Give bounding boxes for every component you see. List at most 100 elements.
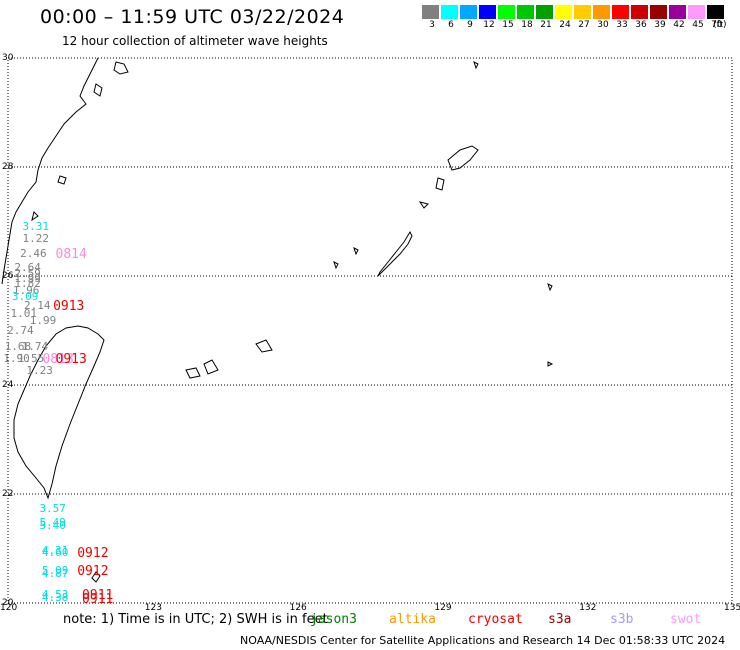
lon-tick-label: 135 bbox=[724, 603, 740, 613]
colorbar-tick-label: 15 bbox=[502, 20, 514, 30]
wave-height-label: 1.68 bbox=[4, 339, 32, 353]
mission-label: swot bbox=[670, 612, 702, 627]
china-island bbox=[57, 175, 67, 185]
wave-height-label: 2.46 bbox=[20, 247, 47, 261]
islet bbox=[333, 261, 339, 270]
wave-height-label: 2.64 bbox=[14, 260, 41, 274]
map-frame bbox=[7, 57, 733, 604]
china-island bbox=[113, 61, 129, 75]
colorbar-tick-label: 27 bbox=[578, 20, 590, 30]
wave-height-label: 1.99 bbox=[14, 271, 41, 285]
map-note: note: 1) Time is in UTC; 2) SWH is in fe… bbox=[63, 612, 328, 627]
wave-height-label: 3.09 bbox=[11, 289, 39, 303]
china-island bbox=[93, 83, 103, 97]
iriomote-island bbox=[185, 367, 201, 379]
lat-tick-label: 30 bbox=[2, 53, 14, 63]
mission-label: s3b bbox=[610, 612, 634, 627]
wave-height-label: 2.14 bbox=[23, 298, 51, 312]
colorbar-swatch bbox=[669, 5, 686, 19]
wave-height-label: 4.31 bbox=[41, 543, 69, 557]
colorbar-swatch bbox=[631, 5, 648, 19]
colorbar-tick-label: 42 bbox=[673, 20, 685, 30]
lat-tick-label: 28 bbox=[2, 162, 14, 172]
wave-height-label: 0912 bbox=[77, 546, 109, 562]
islet bbox=[353, 247, 359, 256]
islet bbox=[91, 571, 101, 583]
lon-tick-label: 132 bbox=[579, 603, 597, 613]
lat-tick-label: 20 bbox=[2, 598, 14, 608]
colorbar-swatch bbox=[479, 5, 496, 19]
wave-height-label: 1.01 bbox=[10, 307, 37, 321]
colorbar-swatch bbox=[574, 5, 591, 19]
wave-height-label: 4.60 bbox=[41, 546, 69, 560]
ishigaki-island bbox=[203, 359, 219, 375]
wave-height-label: 3.57 bbox=[39, 501, 66, 515]
lat-tick-label: 26 bbox=[2, 271, 14, 281]
wave-height-label: 0911 bbox=[82, 587, 114, 603]
lat-tick-label: 24 bbox=[2, 380, 14, 390]
map-footer: NOAA/NESDIS Center for Satellite Applica… bbox=[240, 634, 726, 647]
wave-height-label: 0913 bbox=[53, 298, 85, 314]
colorbar-tick-label: 39 bbox=[654, 20, 666, 30]
colorbar-swatch bbox=[422, 5, 439, 19]
wave-height-label: 5.40 bbox=[39, 518, 66, 532]
lat-tick-label: 22 bbox=[2, 489, 14, 499]
tokuno-island bbox=[435, 177, 445, 191]
wave-height-label: 0813 bbox=[42, 352, 74, 368]
lon-tick-label: 123 bbox=[144, 603, 162, 613]
map-title: 00:00 – 11:59 UTC 03/22/2024 bbox=[40, 6, 345, 28]
wave-height-label: 3.31 bbox=[22, 219, 50, 233]
colorbar-unit: (ft) bbox=[713, 20, 727, 30]
wave-height-label: 1.99 bbox=[29, 314, 57, 328]
wave-height-label: 0913 bbox=[55, 352, 87, 368]
wave-height-label: 0912 bbox=[77, 564, 109, 580]
islet bbox=[547, 361, 554, 367]
amami-island bbox=[447, 145, 479, 171]
mission-label: altika bbox=[389, 612, 436, 627]
china-island bbox=[31, 211, 39, 222]
colorbar-tick-label: 36 bbox=[635, 20, 647, 30]
china-coastline bbox=[1, 57, 99, 285]
colorbar-swatch bbox=[460, 5, 477, 19]
colorbar-tick-label: 21 bbox=[540, 20, 552, 30]
wave-height-label: 2.74 bbox=[7, 323, 34, 337]
lon-tick-label: 120 bbox=[0, 603, 18, 613]
lon-tick-label: 126 bbox=[289, 603, 307, 613]
colorbar-swatch bbox=[612, 5, 629, 19]
wave-height-label: 0911 bbox=[82, 591, 114, 607]
colorbar-tick-label: 3 bbox=[429, 20, 435, 30]
colorbar-tick-label: 30 bbox=[597, 20, 609, 30]
colorbar-swatch bbox=[441, 5, 458, 19]
islet bbox=[473, 61, 479, 70]
colorbar-tick-label: 45 bbox=[692, 20, 704, 30]
wave-height-label: 1.96 bbox=[12, 284, 40, 298]
colorbar-swatch bbox=[555, 5, 572, 19]
coastlines bbox=[1, 57, 554, 583]
mission-label: jason3 bbox=[310, 612, 357, 627]
map-subtitle: 12 hour collection of altimeter wave hei… bbox=[62, 34, 328, 48]
map-grid bbox=[7, 57, 733, 604]
colorbar-tick-label: 18 bbox=[521, 20, 533, 30]
wave-height-label: 4.53 bbox=[41, 587, 69, 601]
colorbar-tick-label: 12 bbox=[483, 20, 495, 30]
colorbar-tick-label: 9 bbox=[467, 20, 473, 30]
wave-height-label: 5.49 bbox=[39, 515, 66, 529]
taiwan-coastline bbox=[13, 325, 105, 500]
lon-tick-label: 129 bbox=[434, 603, 452, 613]
okinoerabu-island bbox=[418, 201, 429, 209]
wave-height-label: 1.23 bbox=[26, 364, 53, 378]
mission-label: cryosat bbox=[468, 612, 523, 627]
colorbar-tick-label: 70 bbox=[711, 20, 723, 30]
miyako-island bbox=[255, 339, 273, 353]
colorbar-swatch bbox=[498, 5, 515, 19]
wave-height-label: 5.09 bbox=[41, 564, 69, 578]
wave-height-label: 1.74 bbox=[21, 339, 49, 353]
mission-label: s3a bbox=[548, 612, 572, 627]
wave-height-label: 2.59 bbox=[14, 266, 41, 280]
colorbar-swatch bbox=[593, 5, 610, 19]
colorbar-swatch bbox=[688, 5, 705, 19]
wave-height-label: 0814 bbox=[55, 247, 87, 263]
colorbar-tick-label: 24 bbox=[559, 20, 571, 30]
colorbar-swatch bbox=[650, 5, 667, 19]
